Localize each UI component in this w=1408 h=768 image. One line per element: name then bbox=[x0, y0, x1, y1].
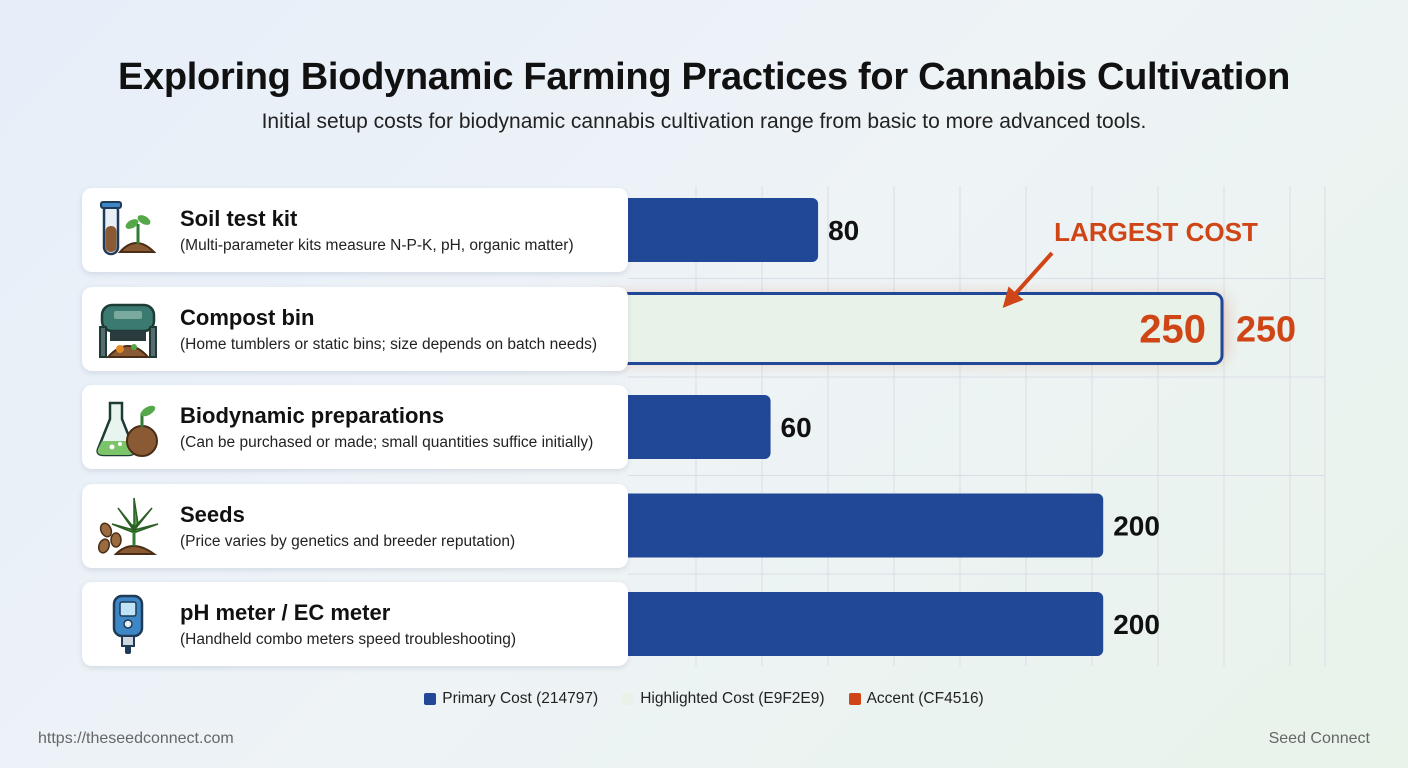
legend-item: Highlighted Cost (E9F2E9) bbox=[622, 690, 825, 708]
chart-title: Exploring Biodynamic Farming Practices f… bbox=[118, 56, 1290, 98]
chart-legend: Primary Cost (214797) Highlighted Cost (E… bbox=[0, 690, 1408, 708]
category-label: Seeds bbox=[180, 501, 245, 527]
category-label: Biodynamic preparations bbox=[180, 403, 445, 428]
test-tube-soil-icon bbox=[96, 198, 160, 262]
category-label: Compost bin bbox=[180, 304, 315, 330]
bar-value-label: 250 bbox=[1236, 309, 1296, 350]
bar-inner-value-label: 250 bbox=[1139, 308, 1206, 352]
bar-value-label: 200 bbox=[1113, 609, 1160, 640]
legend-label: Accent (CF4516) bbox=[866, 690, 984, 707]
bar-value-label: 80 bbox=[828, 215, 859, 246]
legend-label: Primary Cost (214797) bbox=[442, 690, 599, 707]
bar-value-label: 60 bbox=[781, 412, 812, 443]
category-description: (Price varies by genetics and breeder re… bbox=[180, 532, 516, 550]
ph-meter-icon bbox=[96, 592, 160, 656]
category-row: Biodynamic preparations (Can be purchased… bbox=[82, 385, 628, 469]
cannabis-seeds-icon bbox=[96, 494, 160, 558]
category-description: (Can be purchased or made; small quantit… bbox=[180, 434, 594, 451]
category-label: Soil test kit bbox=[180, 206, 298, 231]
category-row: pH meter / EC meter (Handheld combo meter… bbox=[82, 582, 628, 666]
category-label: pH meter / EC meter bbox=[180, 600, 391, 625]
footer-url[interactable]: https://theseedconnect.com bbox=[38, 730, 234, 747]
bar-3 bbox=[618, 493, 1104, 558]
category-description: (Home tumblers or static bins; size depe… bbox=[180, 335, 597, 353]
category-row: Compost bin (Home tumblers or static bins… bbox=[82, 286, 628, 371]
legend-label: Highlighted Cost (E9F2E9) bbox=[640, 690, 825, 707]
bar-4 bbox=[618, 592, 1104, 656]
compost-bin-icon bbox=[96, 297, 160, 361]
legend-item: Primary Cost (214797) bbox=[424, 690, 598, 708]
annotation-label: LARGEST COST bbox=[1054, 217, 1258, 247]
legend-item: Accent (CF4516) bbox=[848, 690, 984, 708]
bar-0 bbox=[618, 198, 819, 262]
footer-brand: Seed Connect bbox=[1268, 730, 1370, 747]
bar-1 bbox=[596, 292, 1224, 365]
legend-swatch bbox=[424, 693, 437, 705]
category-description: (Multi-parameter kits measure N-P-K, pH,… bbox=[180, 237, 574, 254]
bar-2 bbox=[618, 395, 771, 459]
flask-leaf-icon bbox=[96, 395, 160, 459]
chart-subtitle: Initial setup costs for biodynamic canna… bbox=[261, 110, 1147, 133]
category-row: Seeds (Price varies by genetics and breed… bbox=[82, 483, 628, 568]
category-row: Soil test kit (Multi-parameter kits measu… bbox=[82, 188, 628, 272]
annotation-arrow bbox=[1002, 251, 1054, 308]
legend-swatch bbox=[622, 693, 635, 705]
legend-swatch bbox=[848, 693, 861, 705]
category-description: (Handheld combo meters speed troubleshoo… bbox=[180, 631, 517, 648]
bar-value-label: 200 bbox=[1113, 511, 1160, 542]
